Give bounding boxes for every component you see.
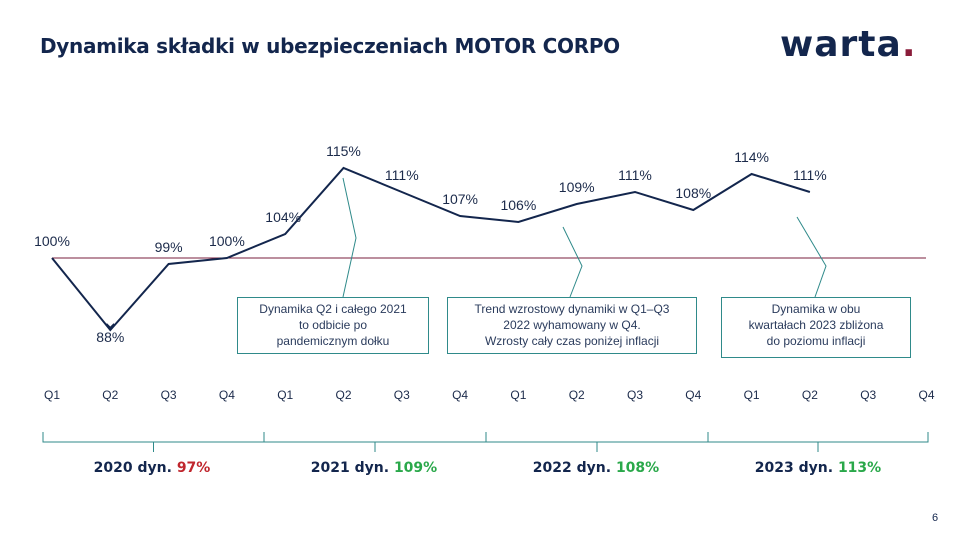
x-tick-label: Q4 [918, 388, 934, 402]
annotation-line: Dynamika Q2 i całego 2021 [259, 302, 407, 316]
year-value: 113% [837, 460, 882, 476]
year-label: 2022 dyn. [532, 460, 616, 476]
logo-dot: . [901, 24, 917, 65]
annotation-line: do poziomu inflacji [766, 334, 866, 348]
annotation-line: pandemicznym dołku [276, 334, 390, 348]
annotation-line: 2022 wyhamowany w Q4. [503, 318, 641, 332]
x-tick-label: Q4 [219, 388, 235, 402]
data-label: 108% [675, 185, 711, 201]
x-tick-label: Q2 [102, 388, 118, 402]
x-tick-label: Q4 [685, 388, 701, 402]
annotation-line: kwartałach 2023 zbliżona [748, 318, 884, 332]
page-number: 6 [932, 512, 939, 524]
year-value: 97% [176, 460, 211, 476]
year-summary-2020: 2020 dyn. 97% [52, 460, 252, 476]
x-tick-label: Q2 [569, 388, 585, 402]
x-tick-label: Q3 [394, 388, 410, 402]
page-title: Dynamika składki w ubezpieczeniach MOTOR… [40, 34, 620, 58]
logo-text: warta [780, 24, 902, 65]
data-label: 88% [96, 329, 124, 345]
data-label: 111% [385, 167, 419, 183]
data-label: 99% [155, 239, 183, 255]
year-bracket [707, 432, 929, 452]
x-tick-label: Q3 [627, 388, 643, 402]
trough-marker [105, 323, 116, 330]
x-tick-label: Q1 [744, 388, 760, 402]
annotation-box-2021: Dynamika Q2 i całego 2021 to odbicie po … [237, 297, 429, 354]
x-tick-label: Q2 [802, 388, 818, 402]
x-tick-label: Q3 [860, 388, 876, 402]
year-summary-2022: 2022 dyn. 108% [496, 460, 696, 476]
data-label: 111% [618, 167, 652, 183]
year-label: 2023 dyn. [754, 460, 838, 476]
callout-pointer [562, 226, 583, 298]
annotation-line: to odbicie po [298, 318, 368, 332]
year-bracket [42, 432, 265, 452]
year-bracket [263, 432, 487, 452]
data-label: 106% [500, 197, 536, 213]
year-label: 2020 dyn. [93, 460, 177, 476]
warta-logo: warta. [780, 24, 917, 65]
data-label: 104% [265, 209, 301, 225]
data-label: 100% [209, 233, 245, 249]
year-bracket [485, 432, 709, 452]
year-value: 109% [393, 460, 438, 476]
year-label: 2021 dyn. [310, 460, 394, 476]
x-tick-label: Q3 [161, 388, 177, 402]
year-value: 108% [615, 460, 660, 476]
annotation-line: Dynamika w obu [771, 302, 861, 316]
x-tick-label: Q4 [452, 388, 468, 402]
annotation-line: Wzrosty cały czas poniżej inflacji [484, 334, 660, 348]
series-line [51, 166, 811, 332]
data-label: 115% [326, 143, 361, 159]
callout-pointer [796, 216, 827, 298]
year-summary-2021: 2021 dyn. 109% [274, 460, 474, 476]
x-tick-label: Q1 [44, 388, 60, 402]
annotation-box-2022: Trend wzrostowy dynamiki w Q1–Q3 2022 wy… [447, 297, 697, 354]
x-tick-label: Q1 [277, 388, 293, 402]
annotation-box-2023: Dynamika w obu kwartałach 2023 zbliżona … [721, 297, 911, 358]
data-label: 109% [559, 179, 595, 195]
callout-pointer [342, 177, 357, 298]
data-label: 100% [34, 233, 70, 249]
year-summary-2023: 2023 dyn. 113% [718, 460, 918, 476]
x-tick-label: Q2 [335, 388, 351, 402]
data-label: 111% [793, 167, 827, 183]
data-label: 114% [734, 149, 769, 165]
annotation-line: Trend wzrostowy dynamiki w Q1–Q3 [474, 302, 670, 316]
x-tick-label: Q1 [510, 388, 526, 402]
data-label: 107% [442, 191, 478, 207]
